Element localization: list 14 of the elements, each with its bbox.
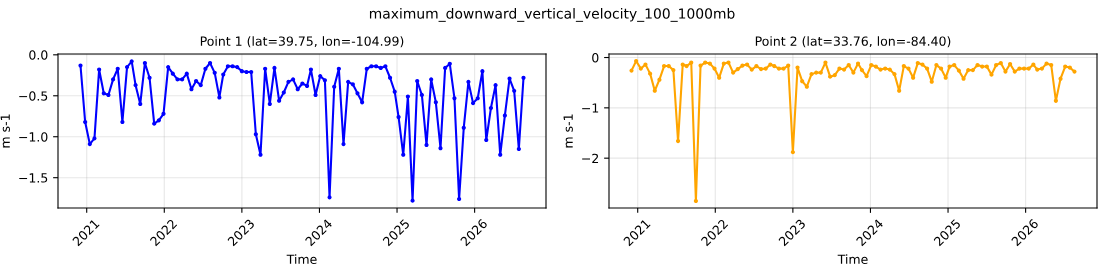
x-axis-title: Time [837, 254, 868, 264]
chart-title: Point 2 (lat=33.76, lon=-84.40) [755, 36, 951, 48]
y-tick-label: 0 [592, 52, 599, 63]
chart-title: Point 1 (lat=39.75, lon=-104.99) [200, 36, 404, 48]
x-axis-title: Time [286, 254, 317, 264]
y-axis-title: m s-1 [0, 114, 10, 148]
y-tick-label: 0.0 [29, 50, 48, 60]
y-tick-label: −2 [582, 153, 599, 163]
y-tick-label: −1.0 [19, 132, 48, 142]
y-tick-label: −0.5 [19, 91, 48, 101]
y-tick-label: −1.5 [19, 173, 48, 183]
y-axis-title: m s-1 [563, 114, 573, 148]
text: maximum_downward_vertical_velocity_100_1000mb [369, 8, 735, 22]
y-tick-label: −1 [582, 103, 599, 113]
